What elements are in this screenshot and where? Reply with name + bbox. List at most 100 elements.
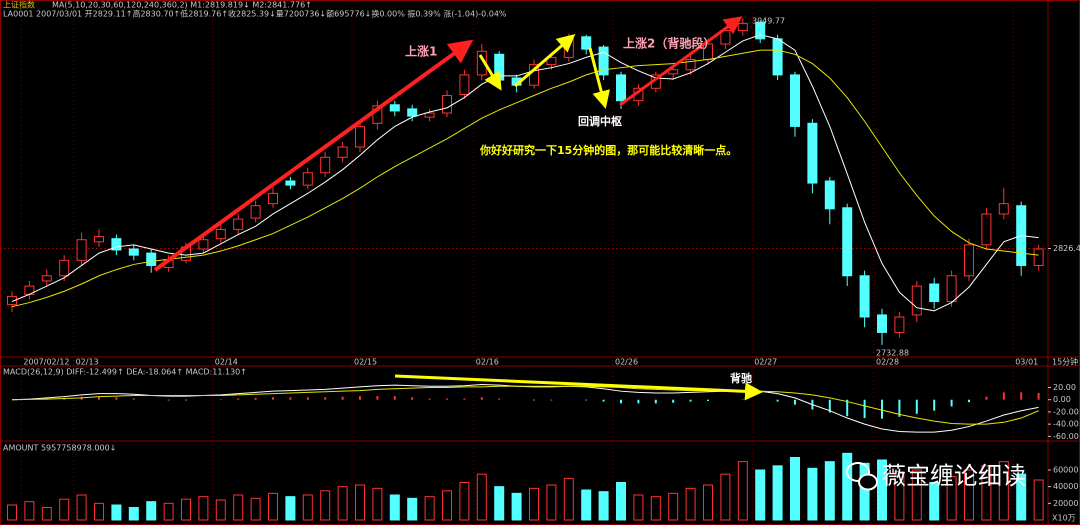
volume-bar	[616, 482, 626, 521]
volume-bar	[268, 492, 278, 521]
x-tick-label: 02/27	[754, 358, 777, 367]
y-tick-label: 60000	[1053, 466, 1078, 475]
x-tick-label: 2007/02/12	[23, 358, 69, 367]
candle-body	[407, 108, 418, 117]
volume-bar	[337, 486, 348, 521]
volume-bar	[407, 497, 418, 521]
annotation: 背驰	[730, 371, 752, 385]
volume-bar	[581, 489, 592, 521]
annotation: 上涨2（背驰段）	[623, 36, 715, 51]
y-tick-label: 20000	[1053, 499, 1078, 508]
volume-bar	[233, 494, 244, 521]
annotation: 你好好研究一下15分钟的图，那可能比较清晰一点。	[479, 143, 737, 157]
candle-body	[41, 275, 52, 282]
volume-bar	[94, 502, 104, 521]
volume-bar	[41, 507, 52, 521]
macd-title: MACD(26,12,9) DIFF:-12.499↑ DEA:-18.064↑…	[3, 368, 247, 377]
candle-body	[459, 74, 470, 95]
index-name: 上证指数	[3, 0, 35, 10]
volume-bar	[650, 496, 661, 521]
volume-bar	[389, 494, 400, 521]
candle-body	[198, 239, 209, 250]
volume-bar	[250, 497, 261, 521]
volume-bar	[790, 457, 800, 521]
volume-bar	[511, 492, 522, 521]
candle-body	[268, 192, 278, 205]
annotations: 上涨1 上涨2（背驰段） 回调中枢 背驰 你好好研究一下15分钟的图，那可能比较…	[3, 0, 1078, 523]
candle-body	[94, 236, 104, 243]
candle-body	[685, 58, 696, 71]
high-label: 3049.77	[752, 17, 785, 26]
candle-body	[755, 21, 766, 40]
volume-bar	[598, 491, 609, 521]
candle-body	[337, 146, 348, 158]
volume-bar	[494, 486, 505, 521]
candle-body	[946, 275, 957, 303]
arrow	[619, 16, 743, 107]
candle-body	[598, 46, 609, 76]
y-tick-label: 40000	[1053, 482, 1078, 491]
line-series	[11, 385, 1039, 425]
candle-body	[285, 180, 296, 186]
volume-bar	[807, 467, 818, 521]
candle-body	[877, 314, 887, 333]
candle-body	[790, 74, 800, 127]
candle-body	[128, 248, 139, 256]
candle-body	[772, 38, 783, 76]
volume-bar	[998, 461, 1009, 521]
candle-body	[807, 122, 818, 184]
x-tick-label: 02/13	[76, 358, 99, 367]
watermark-icon	[846, 462, 878, 491]
y-tick-label: -40.00	[1053, 420, 1079, 429]
y-tick-label: 0.00	[1053, 395, 1071, 404]
volume-bar	[964, 469, 974, 521]
candle-body	[76, 239, 87, 261]
volume-bar	[24, 501, 35, 521]
volume-bar	[59, 498, 70, 521]
candle-body	[616, 74, 626, 102]
low-label: 2732.88	[876, 349, 909, 358]
candle-body	[964, 244, 974, 277]
candle-body	[355, 125, 365, 148]
ma-info: MA(5,10,20,30,60,120,240,360,2) M1:2819.…	[52, 1, 312, 10]
volume-bar	[877, 459, 887, 521]
volume-bar	[355, 484, 365, 521]
volume-bar	[302, 494, 313, 521]
x-tick-label: 02/26	[615, 358, 638, 367]
candle-body	[442, 95, 452, 114]
volume-bar	[842, 452, 853, 521]
candle-body	[111, 238, 122, 251]
candle-body	[998, 203, 1009, 215]
candle-body	[859, 275, 870, 318]
line-series	[11, 49, 1039, 308]
candle-body	[250, 205, 261, 219]
watermark: 薇宝缠论细读	[882, 462, 1026, 490]
y-tick-label: -60.00	[1053, 432, 1079, 441]
volume-bar	[894, 471, 905, 521]
candle-body	[7, 295, 17, 306]
icon-bubble	[858, 473, 878, 491]
volume-bar	[198, 496, 209, 521]
volume-bar	[1016, 473, 1027, 521]
volume-bar	[633, 494, 644, 521]
candle-body	[233, 218, 244, 230]
volume-bar	[163, 502, 174, 521]
volume-bar	[529, 487, 539, 521]
candle-body	[894, 316, 905, 333]
volume-bar	[703, 484, 713, 521]
volume-bar	[476, 473, 487, 521]
candle-body	[824, 180, 835, 210]
volume-bar	[285, 496, 296, 521]
x-tick-label: 02/14	[215, 358, 238, 367]
arrow	[394, 374, 763, 401]
candle-body	[981, 213, 992, 246]
line-series	[11, 34, 1039, 312]
y-tick-label: -20.00	[1053, 407, 1079, 416]
annotation: 回调中枢	[578, 114, 622, 128]
icon-bubble	[846, 462, 870, 482]
volume-bar	[424, 496, 435, 521]
quote-info: LA0001 2007/03/01 开2829.11↑高2830.70↑低281…	[3, 9, 507, 19]
volume-bar	[981, 465, 992, 521]
